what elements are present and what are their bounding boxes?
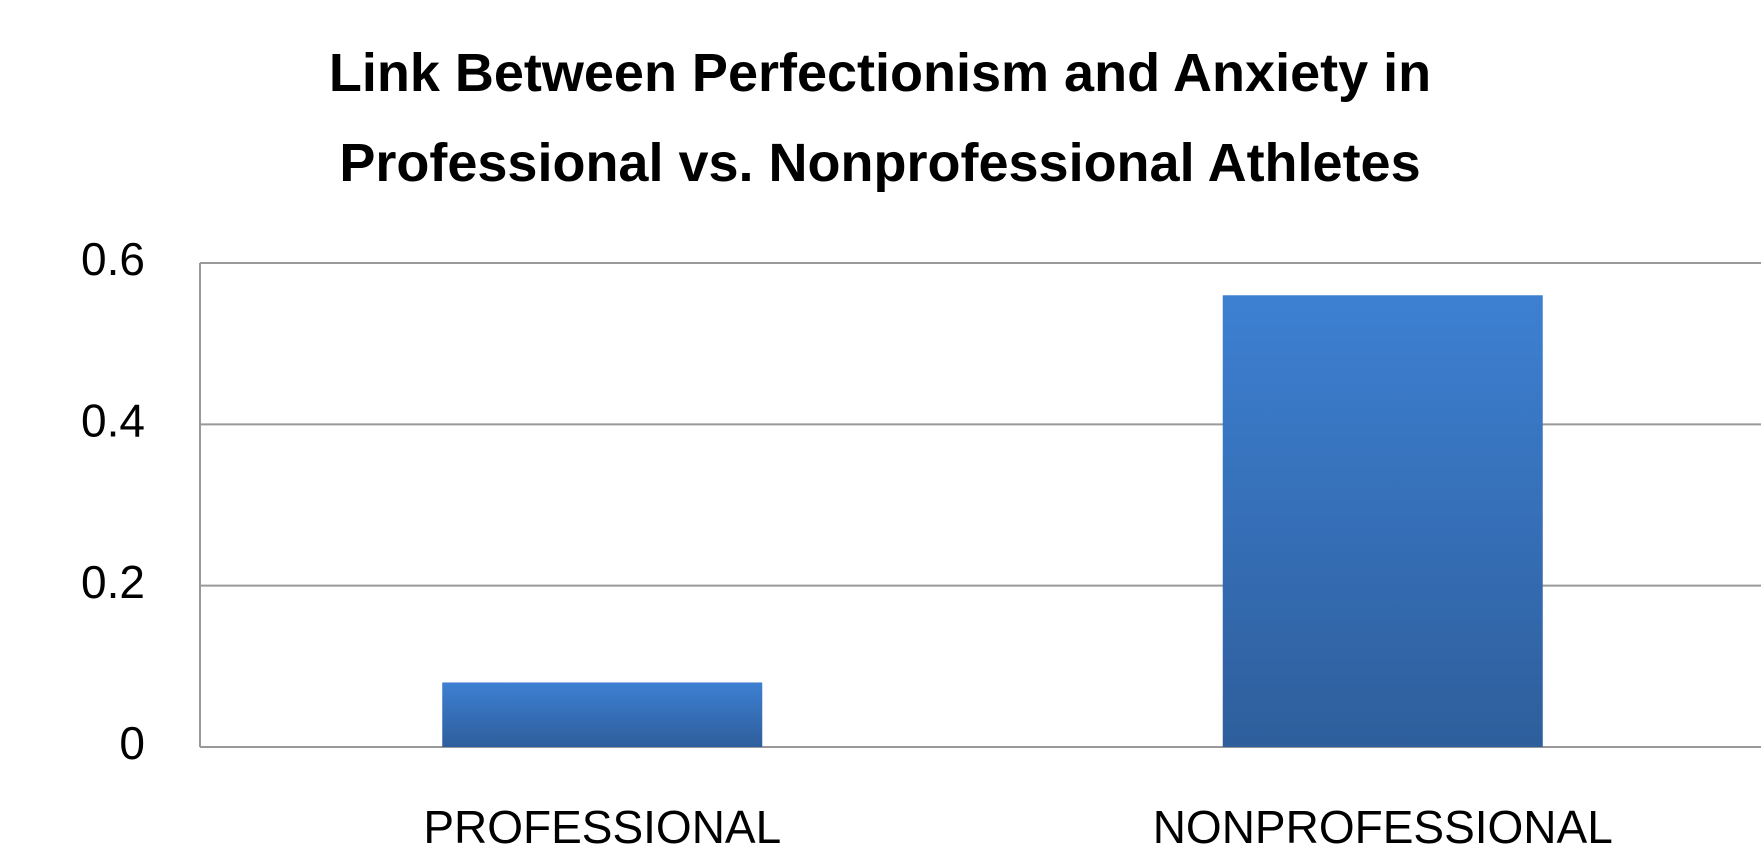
bar [442, 682, 763, 747]
y-tick-label: 0.4 [81, 394, 145, 446]
y-tick-label: 0.6 [81, 233, 145, 285]
bar [1222, 295, 1543, 747]
y-tick-label: 0 [119, 717, 145, 769]
y-tick-label: 0.2 [81, 556, 145, 608]
x-tick-label: NONPROFESSIONAL [1153, 801, 1613, 853]
chart-title: Link Between Perfectionism and Anxiety i… [328, 43, 1432, 193]
x-tick-label: PROFESSIONAL [423, 801, 781, 853]
